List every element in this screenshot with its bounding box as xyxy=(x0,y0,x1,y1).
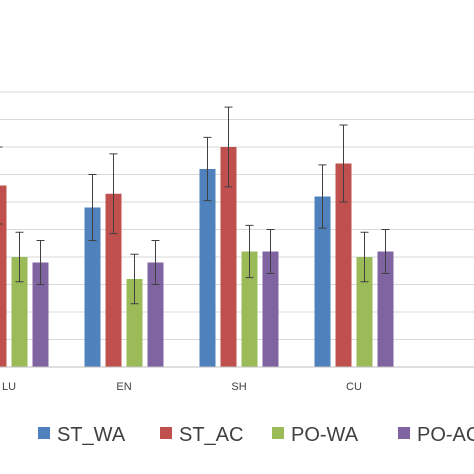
error-bar xyxy=(339,124,348,203)
x-tick-label: CU xyxy=(346,381,362,393)
bar-po-wa-en xyxy=(126,279,143,367)
x-tick-label: EN xyxy=(116,381,131,393)
legend-item-st-wa: ST_WA xyxy=(38,424,126,446)
legend-item-po-wa: PO-WA xyxy=(272,424,359,446)
bar-st-ac-en xyxy=(105,193,122,367)
legend-item-po-ac: PO-AC xyxy=(398,424,474,446)
legend-label: ST_WA xyxy=(57,424,126,446)
error-bar xyxy=(203,136,212,202)
bar-st-ac-lu xyxy=(0,185,7,367)
error-bar xyxy=(381,229,390,274)
error-bar xyxy=(360,231,369,283)
bar-po-wa-lu xyxy=(11,257,28,367)
error-bar xyxy=(130,253,139,305)
error-bar xyxy=(318,164,327,229)
error-bar xyxy=(15,231,24,283)
gridlines xyxy=(0,91,474,340)
error-bar xyxy=(0,146,3,225)
legend-swatch xyxy=(38,427,50,439)
legend-swatch xyxy=(272,427,284,439)
x-tick-labels: LU EN SH CU xyxy=(2,381,362,393)
error-bar xyxy=(109,153,118,235)
legend-item-st-ac: ST_AC xyxy=(160,424,243,446)
error-bar xyxy=(88,174,97,241)
error-bars xyxy=(0,106,390,305)
bar-st-ac-sh xyxy=(220,147,237,367)
x-tick-label: SH xyxy=(231,381,246,393)
error-bar xyxy=(245,224,254,279)
legend-swatch xyxy=(398,427,410,439)
bar-po-wa-cu xyxy=(356,257,373,367)
legend-label: ST_AC xyxy=(179,424,243,446)
bar-po-ac-en xyxy=(147,262,164,367)
bar-po-wa-sh xyxy=(241,251,258,367)
error-bar xyxy=(151,240,160,285)
bar-po-ac-sh xyxy=(262,251,279,367)
bar-st-wa-en xyxy=(84,207,101,367)
error-bar xyxy=(266,229,275,274)
bar-po-ac-cu xyxy=(377,251,394,367)
legend-label: PO-AC xyxy=(417,424,474,446)
error-bar xyxy=(224,106,233,188)
bar-st-wa-cu xyxy=(314,196,331,367)
legend-swatch xyxy=(160,427,172,439)
bar-st-ac-cu xyxy=(335,163,352,367)
bars xyxy=(0,147,394,367)
bar-po-ac-lu xyxy=(32,262,49,367)
bar-st-wa-sh xyxy=(199,169,216,367)
x-tick-label: LU xyxy=(2,381,16,393)
legend: ST_WA ST_AC PO-WA PO-AC xyxy=(38,424,474,446)
legend-label: PO-WA xyxy=(291,424,359,446)
error-bar xyxy=(36,240,45,285)
